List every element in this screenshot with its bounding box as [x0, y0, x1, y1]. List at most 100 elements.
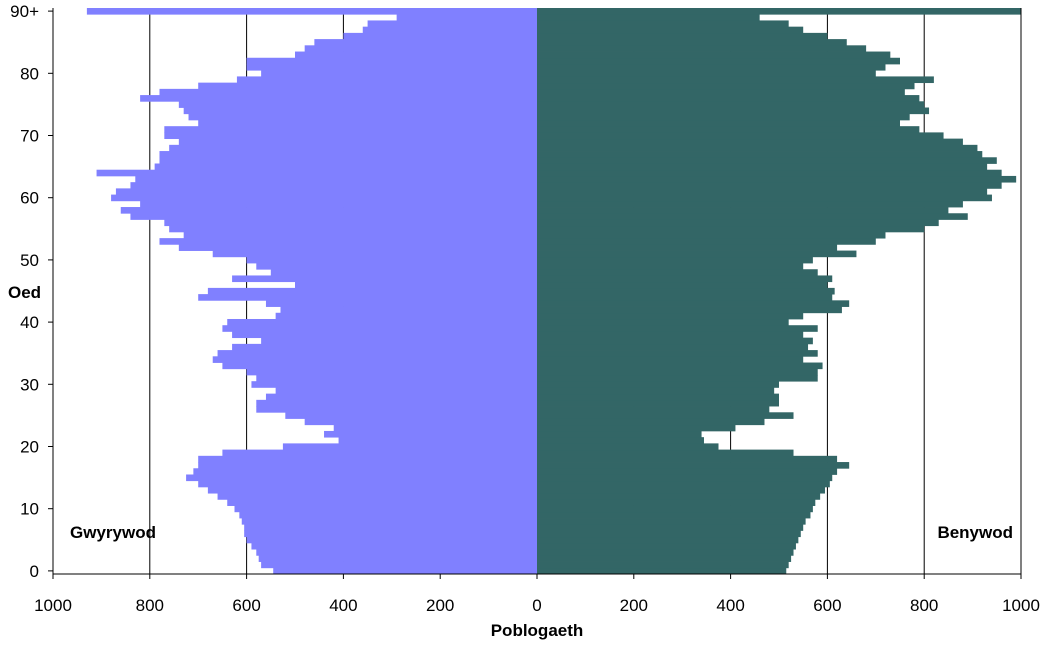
bar-male-58: [120, 207, 537, 214]
bar-female-21: [537, 437, 704, 444]
bar-male-60: [111, 194, 537, 202]
bar-male-89: [396, 14, 537, 21]
bar-female-84: [537, 45, 867, 52]
y-axis-title: Oed: [8, 283, 41, 302]
bar-male-47: [232, 275, 537, 283]
bar-male-12: [217, 493, 537, 500]
bar-male-26: [256, 406, 537, 413]
bar-female-32: [537, 368, 818, 376]
bar-male-48: [270, 269, 537, 276]
bar-female-23: [537, 424, 736, 432]
bar-female-9: [537, 511, 811, 519]
x-tick-label: 600: [232, 596, 260, 615]
bar-male-42: [280, 306, 537, 314]
bar-male-54: [183, 231, 537, 239]
bar-female-5: [537, 536, 799, 544]
bar-male-11: [227, 499, 538, 506]
bar-female-41: [537, 312, 804, 320]
bar-male-33: [222, 362, 537, 370]
y-tick-label: 70: [20, 127, 39, 146]
y-tick-label: 50: [20, 251, 39, 270]
bar-male-90+: [86, 8, 537, 15]
bar-male-44: [198, 294, 537, 301]
bar-female-4: [537, 542, 796, 550]
bar-female-34: [537, 356, 804, 363]
x-tick-label: 800: [136, 596, 164, 615]
bar-female-87: [537, 26, 804, 34]
bar-female-71: [537, 126, 920, 133]
bar-male-74: [183, 107, 537, 115]
bar-male-79: [236, 76, 538, 84]
bar-female-35: [537, 350, 818, 357]
bar-male-5: [246, 536, 537, 544]
bar-male-41: [275, 312, 537, 320]
bar-female-80: [537, 70, 876, 77]
bar-male-34: [212, 356, 537, 363]
bar-female-3: [537, 549, 794, 556]
bar-female-10: [537, 505, 813, 513]
bar-female-51: [537, 250, 857, 258]
bar-female-38: [537, 331, 804, 339]
bar-female-20: [537, 443, 719, 451]
bar-male-18: [198, 455, 537, 463]
bar-male-23: [333, 424, 537, 432]
bar-male-57: [130, 213, 537, 220]
x-tick-label: 200: [426, 596, 454, 615]
y-tick-label: 10: [20, 500, 39, 519]
bar-female-8: [537, 518, 806, 525]
bar-male-56: [164, 219, 537, 227]
bar-female-14: [537, 480, 830, 488]
bar-male-87: [362, 26, 537, 34]
bar-male-29: [275, 387, 537, 395]
bar-male-25: [285, 412, 537, 419]
bar-female-18: [537, 455, 838, 463]
bar-male-28: [265, 393, 537, 401]
bar-female-70: [537, 132, 944, 140]
x-axis-title: Poblogaeth: [491, 621, 584, 640]
bar-female-28: [537, 393, 779, 401]
bar-female-2: [537, 555, 792, 562]
bar-female-65: [537, 163, 988, 171]
x-tick-label: 1000: [1002, 596, 1040, 615]
bar-female-0: [537, 567, 787, 575]
bar-female-40: [537, 318, 789, 326]
bar-female-55: [537, 225, 925, 233]
bar-female-43: [537, 300, 850, 307]
bar-male-72: [198, 119, 537, 127]
bar-female-12: [537, 493, 821, 500]
bar-male-2: [258, 555, 537, 562]
bar-female-68: [537, 144, 978, 152]
bar-female-13: [537, 486, 825, 494]
bar-male-51: [212, 250, 537, 258]
bar-male-50: [246, 256, 537, 264]
bar-female-76: [537, 95, 920, 102]
bar-male-45: [207, 287, 537, 295]
bar-male-63: [135, 175, 537, 183]
bar-male-22: [324, 430, 537, 438]
bar-male-53: [159, 238, 538, 245]
bar-female-29: [537, 387, 775, 395]
bar-female-63: [537, 175, 1017, 183]
bar-male-66: [159, 157, 538, 164]
bar-female-44: [537, 294, 833, 301]
bar-female-1: [537, 561, 789, 569]
x-tick-label: 200: [620, 596, 648, 615]
bar-male-15: [186, 474, 537, 482]
bar-female-37: [537, 337, 813, 345]
female-bars: [537, 8, 1021, 575]
bar-female-16: [537, 468, 838, 475]
bar-female-60: [537, 194, 992, 202]
bar-male-88: [367, 20, 537, 28]
bar-female-66: [537, 157, 997, 164]
bar-male-84: [304, 45, 537, 52]
bar-female-74: [537, 107, 930, 115]
bar-female-57: [537, 213, 968, 220]
bar-male-19: [222, 449, 537, 457]
bar-female-58: [537, 207, 949, 214]
bar-female-61: [537, 188, 988, 195]
bar-male-80: [261, 70, 537, 77]
y-tick-label: 60: [20, 189, 39, 208]
bar-male-78: [198, 82, 537, 90]
bar-male-7: [244, 524, 537, 531]
male-bars: [86, 8, 538, 575]
